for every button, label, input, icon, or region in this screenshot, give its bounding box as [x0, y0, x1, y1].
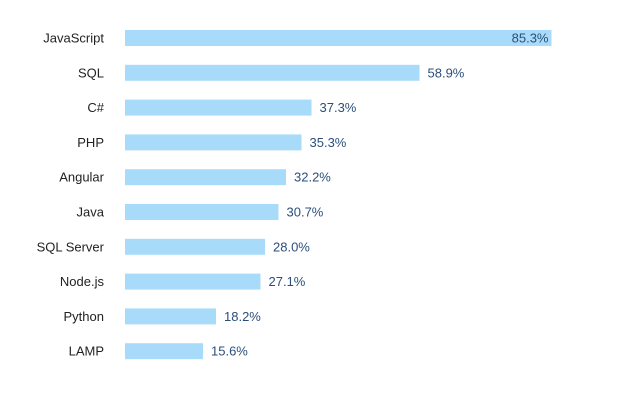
value-label: 37.3%: [320, 100, 357, 115]
bar: [125, 238, 265, 255]
bar: [125, 64, 420, 81]
category-label: Python: [64, 309, 104, 324]
value-label: 30.7%: [287, 205, 324, 220]
bar: [125, 343, 203, 360]
category-label: JavaScript: [43, 31, 104, 46]
value-label: 35.3%: [310, 135, 347, 150]
bar: [125, 134, 302, 151]
category-label: C#: [87, 100, 104, 115]
category-label: SQL: [78, 65, 104, 80]
value-label: 15.6%: [211, 344, 248, 359]
category-label: Java: [77, 205, 105, 220]
bar: [125, 169, 286, 186]
value-label: 85.3%: [512, 31, 549, 46]
bar: [125, 30, 552, 46]
value-label: 27.1%: [269, 274, 306, 289]
value-label: 32.2%: [294, 170, 331, 185]
category-label: Angular: [59, 170, 104, 185]
category-label: SQL Server: [37, 239, 105, 254]
value-label: 58.9%: [428, 65, 465, 80]
value-label: 18.2%: [224, 309, 261, 324]
bar: [125, 273, 261, 290]
bar: [125, 308, 216, 325]
category-label: LAMP: [69, 344, 104, 359]
bar: [125, 204, 279, 220]
bar: [125, 99, 312, 116]
category-label: Node.js: [60, 274, 105, 289]
category-label: PHP: [77, 135, 104, 150]
value-label: 28.0%: [273, 239, 310, 254]
